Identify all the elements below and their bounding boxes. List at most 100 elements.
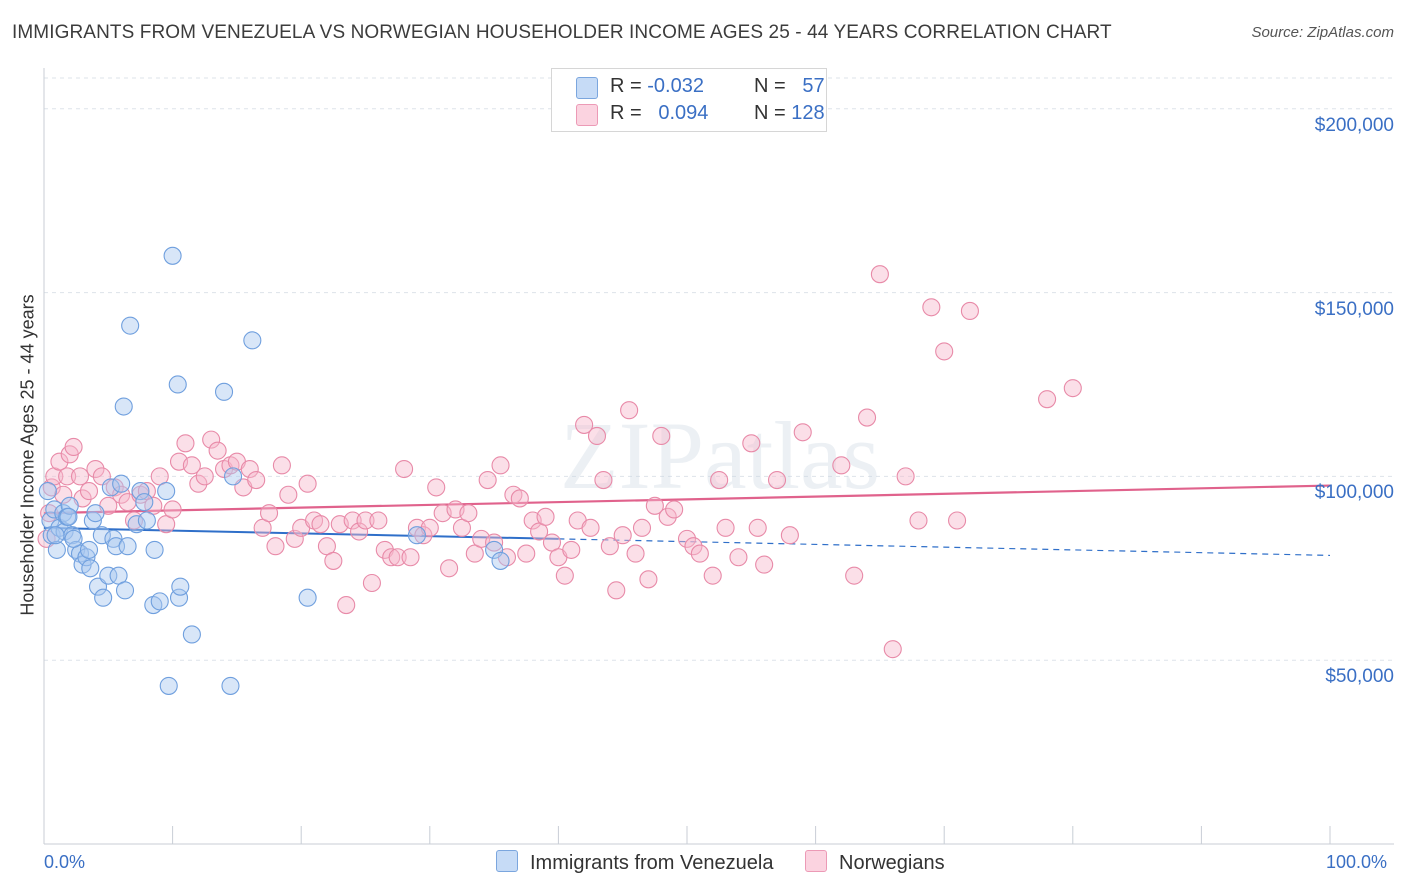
- point-venezuela: [83, 511, 102, 530]
- bottom-legend-venezuela: Immigrants from Venezuela: [496, 850, 773, 878]
- point-norwegians: [857, 408, 877, 427]
- point-norwegians: [767, 471, 787, 490]
- point-norwegians: [478, 471, 497, 490]
- stats-legend: R = -0.032 N = 57 R = 0.094 N = 128: [551, 68, 827, 132]
- point-norwegians: [407, 518, 426, 537]
- point-norwegians: [909, 511, 928, 530]
- point-venezuela: [99, 566, 118, 585]
- point-norwegians: [285, 529, 304, 548]
- point-norwegians: [677, 529, 697, 548]
- point-venezuela: [127, 515, 146, 534]
- point-norwegians: [86, 459, 105, 479]
- point-venezuela: [64, 529, 83, 548]
- point-norwegians: [562, 540, 581, 559]
- point-venezuela: [104, 529, 123, 548]
- legend-n-value: 128: [791, 102, 825, 124]
- point-venezuela: [145, 540, 164, 559]
- legend-swatch-blue: [576, 77, 598, 99]
- point-norwegians: [716, 518, 735, 537]
- point-norwegians: [208, 441, 227, 460]
- point-norwegians: [870, 265, 889, 284]
- bottom-legend-label: Immigrants from Venezuela: [530, 852, 774, 874]
- point-venezuela: [243, 331, 262, 350]
- point-venezuela: [159, 676, 178, 695]
- point-norwegians: [356, 511, 375, 530]
- y-tick-label: $100,000: [1314, 482, 1394, 504]
- point-norwegians: [266, 537, 285, 556]
- point-norwegians: [555, 566, 574, 585]
- point-norwegians: [382, 548, 401, 567]
- trend-line-venezuela-extension: [558, 538, 1331, 557]
- bottom-legend-swatch-pink: [805, 850, 827, 872]
- point-norwegians: [710, 471, 729, 490]
- point-norwegians: [362, 573, 381, 593]
- point-norwegians: [324, 551, 343, 570]
- point-norwegians: [54, 485, 73, 504]
- point-venezuela: [112, 474, 131, 493]
- point-norwegians: [311, 515, 330, 534]
- point-norwegians: [960, 301, 979, 321]
- point-venezuela: [182, 625, 201, 644]
- point-venezuela: [59, 507, 78, 526]
- point-norwegians: [600, 537, 619, 556]
- point-norwegians: [922, 298, 941, 317]
- point-norwegians: [948, 511, 967, 530]
- point-norwegians: [64, 437, 83, 457]
- y-tick-label: $150,000: [1314, 298, 1394, 320]
- point-norwegians: [594, 471, 613, 490]
- point-norwegians: [613, 526, 632, 545]
- point-norwegians: [626, 544, 645, 563]
- point-venezuela: [137, 511, 156, 530]
- point-norwegians: [279, 485, 298, 504]
- legend-n-label: N =: [754, 102, 786, 124]
- point-venezuela: [298, 588, 317, 607]
- point-venezuela: [47, 540, 66, 559]
- point-norwegians: [703, 566, 722, 585]
- point-norwegians: [247, 471, 266, 490]
- point-venezuela: [157, 482, 176, 501]
- point-norwegians: [755, 555, 774, 574]
- point-norwegians: [350, 522, 369, 541]
- point-venezuela: [131, 482, 150, 501]
- point-venezuela: [171, 577, 190, 596]
- point-norwegians: [632, 518, 652, 537]
- point-norwegians: [665, 500, 684, 519]
- point-norwegians: [163, 500, 182, 519]
- point-norwegians: [690, 544, 709, 563]
- point-norwegians: [587, 426, 607, 445]
- legend-r-label: R =: [610, 102, 642, 124]
- point-norwegians: [182, 456, 201, 475]
- point-norwegians: [742, 434, 761, 453]
- point-venezuela: [491, 551, 510, 570]
- point-venezuela: [101, 478, 120, 497]
- point-venezuela: [221, 676, 240, 695]
- point-venezuela: [407, 526, 426, 545]
- point-norwegians: [176, 434, 195, 453]
- point-venezuela: [163, 246, 182, 265]
- point-venezuela: [168, 375, 187, 394]
- point-venezuela: [92, 526, 111, 545]
- legend-r-value: 0.094: [658, 102, 709, 124]
- point-norwegians: [343, 511, 362, 530]
- point-norwegians: [298, 474, 317, 493]
- point-norwegians: [645, 496, 664, 515]
- point-norwegians: [620, 401, 639, 420]
- point-norwegians: [202, 430, 221, 449]
- point-norwegians: [896, 467, 915, 486]
- point-norwegians: [1038, 390, 1057, 409]
- point-norwegians: [388, 548, 407, 567]
- point-venezuela: [115, 581, 135, 600]
- axes: [43, 68, 1394, 845]
- point-norwegians: [369, 511, 388, 530]
- point-venezuela: [150, 592, 169, 611]
- point-venezuela: [121, 316, 140, 335]
- point-norwegians: [510, 489, 529, 508]
- point-norwegians: [491, 456, 510, 475]
- point-norwegians: [79, 482, 99, 501]
- bottom-legend-norwegians: Norwegians: [805, 850, 945, 878]
- point-norwegians: [793, 423, 812, 442]
- source-credit: Source: ZipAtlas.com: [1251, 24, 1394, 41]
- point-norwegians: [581, 518, 600, 537]
- point-norwegians: [272, 456, 291, 475]
